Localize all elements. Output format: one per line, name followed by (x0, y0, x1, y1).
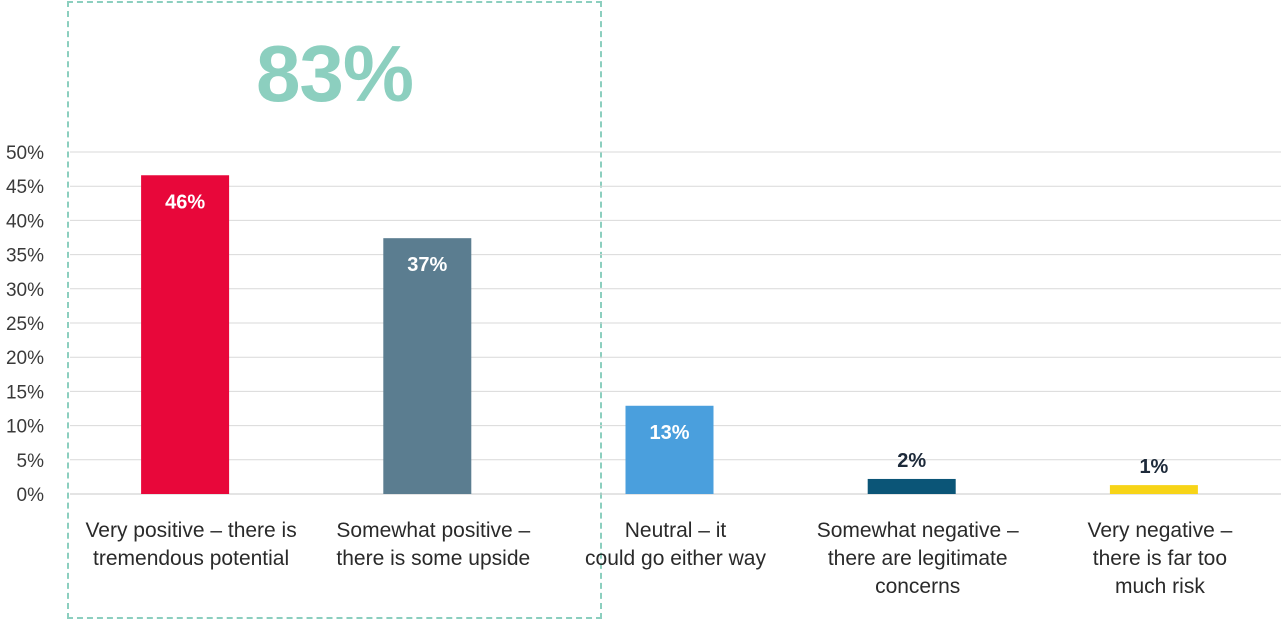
data-label: 13% (649, 422, 689, 444)
highlight-box (67, 1, 602, 619)
data-label: 46% (165, 191, 205, 213)
x-tick-label: Very positive – there is tremendous poten… (85, 519, 296, 570)
y-tick-label: 50% (6, 143, 44, 164)
y-tick-label: 30% (6, 280, 44, 301)
y-tick-label: 45% (6, 177, 44, 198)
y-tick-label: 35% (6, 246, 44, 267)
x-tick-label: Somewhat negative – there are legitimate c… (817, 519, 1019, 598)
highlight-total-label: 83% (255, 29, 414, 118)
bar (383, 238, 472, 494)
y-tick-label: 10% (6, 417, 44, 438)
bar (1109, 485, 1198, 494)
y-tick-label: 15% (6, 382, 44, 403)
y-tick-label: 0% (17, 485, 45, 506)
x-tick-label: Neutral – it could go either way (585, 519, 766, 570)
y-tick-label: 20% (6, 348, 44, 369)
y-tick-label: 5% (17, 451, 45, 472)
bar (867, 478, 956, 494)
bar (141, 175, 230, 495)
bar (625, 405, 714, 494)
y-tick-label: 40% (6, 211, 44, 232)
data-label: 37% (407, 254, 447, 276)
x-tick-label: Very negative – there is far too much risk (1088, 519, 1233, 598)
x-tick-label: Somewhat positive – there is some upside (336, 519, 530, 570)
data-label: 1% (1139, 456, 1168, 478)
data-label: 2% (897, 450, 926, 472)
y-tick-label: 25% (6, 314, 44, 335)
